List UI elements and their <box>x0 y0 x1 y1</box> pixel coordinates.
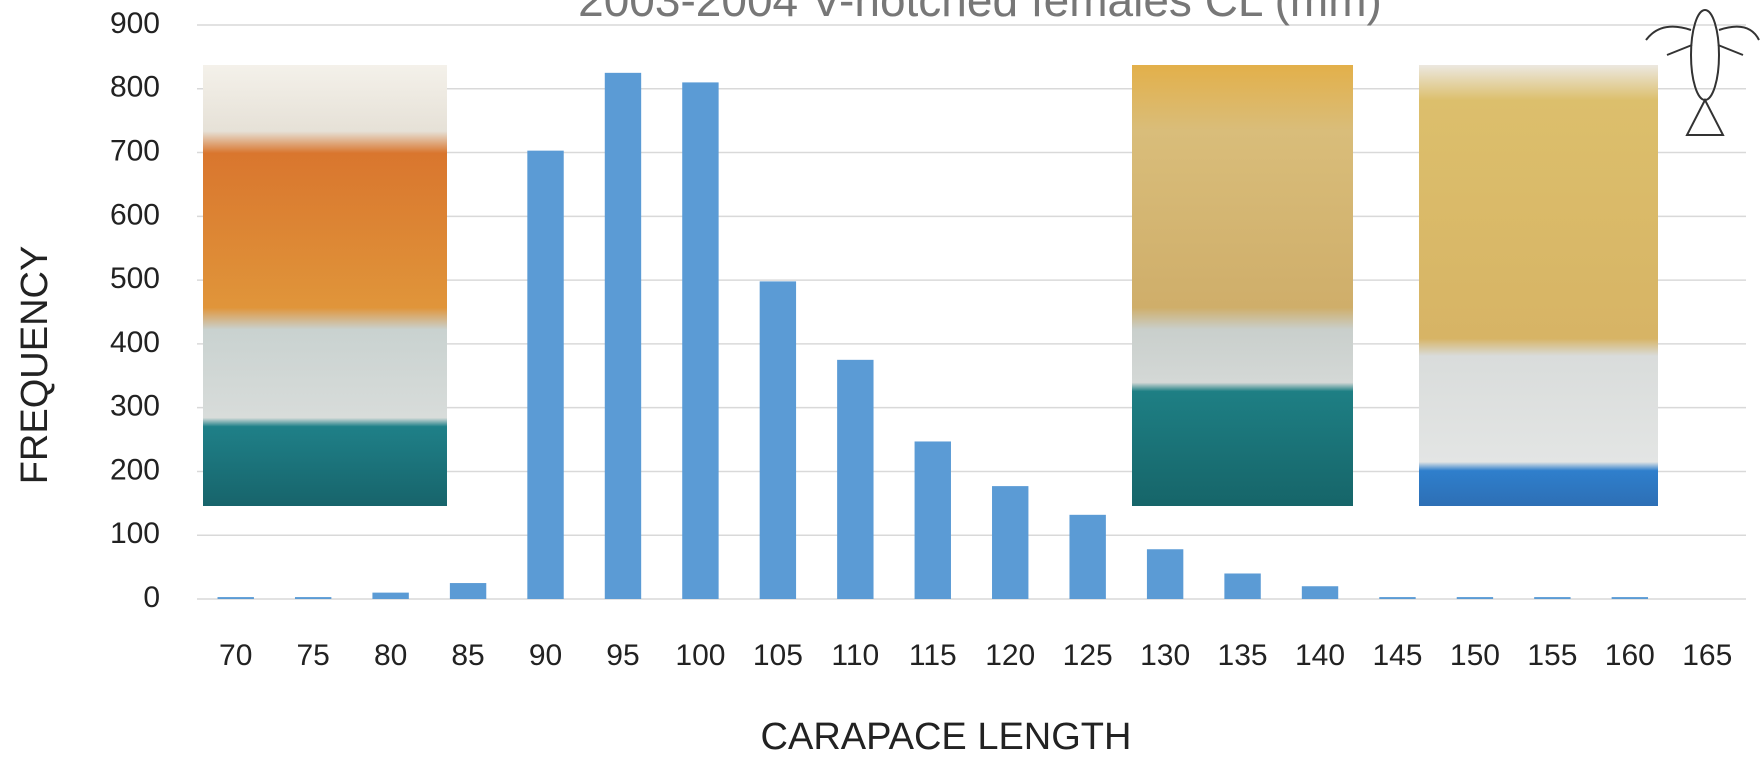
lobster-icon <box>1646 10 1759 135</box>
x-tick-label: 85 <box>451 639 484 672</box>
chart: 2003-2004 V-notched females CL (mm) CARA… <box>0 0 1761 759</box>
bar <box>605 73 641 599</box>
x-tick-label: 75 <box>296 639 329 672</box>
bar <box>372 593 408 599</box>
chart-title: 2003-2004 V-notched females CL (mm) <box>578 0 1382 26</box>
x-tick-label: 125 <box>1063 639 1113 672</box>
x-tick-label: 160 <box>1605 639 1655 672</box>
x-tick-label: 100 <box>675 639 725 672</box>
bar <box>1069 515 1105 599</box>
bar <box>915 441 951 599</box>
bar <box>992 486 1028 599</box>
y-tick-label: 100 <box>110 517 160 550</box>
x-tick-label: 120 <box>985 639 1035 672</box>
x-tick-label: 140 <box>1295 639 1345 672</box>
y-tick-label: 700 <box>110 134 160 167</box>
y-tick-label: 300 <box>110 390 160 423</box>
bar <box>1534 597 1570 599</box>
x-tick-label: 145 <box>1372 639 1422 672</box>
bar <box>450 583 486 599</box>
x-tick-label: 130 <box>1140 639 1190 672</box>
bar <box>1147 549 1183 599</box>
x-tick-label: 95 <box>606 639 639 672</box>
photo <box>1419 65 1658 506</box>
bar <box>837 360 873 599</box>
photo <box>203 65 447 506</box>
bar <box>1379 597 1415 599</box>
x-tick-label: 90 <box>529 639 562 672</box>
x-tick-label: 150 <box>1450 639 1500 672</box>
x-tick-label: 155 <box>1527 639 1577 672</box>
y-tick-label: 600 <box>110 198 160 231</box>
y-tick-label: 400 <box>110 326 160 359</box>
bar <box>1302 586 1338 599</box>
y-axis-title: FREQUENCY <box>14 246 56 485</box>
y-tick-label: 500 <box>110 262 160 295</box>
bar <box>760 281 796 599</box>
bar <box>218 597 254 599</box>
bar <box>1224 573 1260 599</box>
x-axis-title: CARAPACE LENGTH <box>761 716 1132 758</box>
y-tick-label: 800 <box>110 71 160 104</box>
x-tick-label: 110 <box>831 639 879 672</box>
y-tick-label: 200 <box>110 453 160 486</box>
bar <box>1457 597 1493 599</box>
x-tick-label: 80 <box>374 639 407 672</box>
bar <box>682 82 718 599</box>
x-tick-label: 135 <box>1218 639 1268 672</box>
x-tick-label: 70 <box>219 639 252 672</box>
y-tick-label: 900 <box>110 7 160 40</box>
page: {"chart_data": {"type": "bar", "title": … <box>0 0 1761 759</box>
x-tick-label: 115 <box>909 639 957 672</box>
bar <box>1612 597 1648 599</box>
x-tick-label: 165 <box>1682 639 1732 672</box>
bar <box>295 597 331 599</box>
bar <box>527 151 563 599</box>
photo <box>1132 65 1353 506</box>
y-tick-label: 0 <box>143 581 160 614</box>
x-tick-label: 105 <box>753 639 803 672</box>
